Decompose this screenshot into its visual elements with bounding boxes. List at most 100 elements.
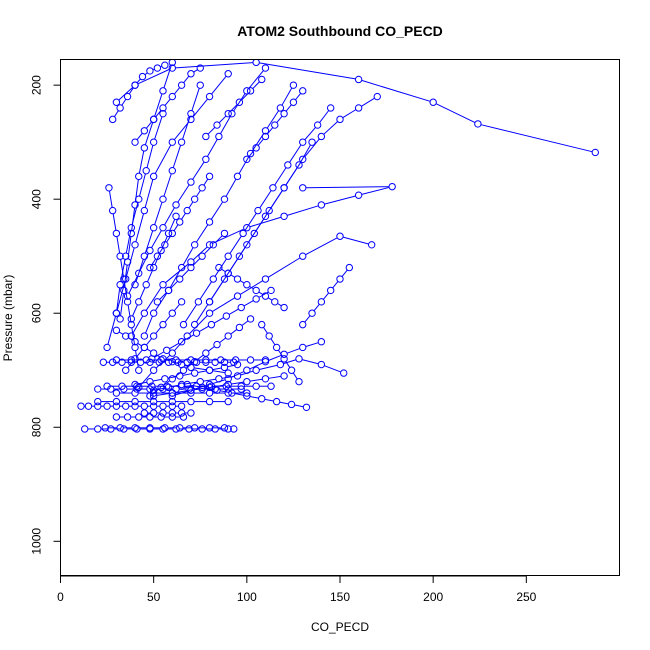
data-point [220,275,229,283]
series-segment [131,327,136,345]
data-point [326,104,335,112]
data-point [230,425,238,433]
series-segment [144,179,154,208]
data-point [148,355,156,363]
series-segment [220,390,229,393]
data-point [135,269,143,278]
series-segment [193,69,198,73]
data-point [222,382,231,390]
series-segment [181,212,186,220]
series-segment [259,190,272,209]
series-segment [154,116,163,140]
series-segment [169,270,181,288]
series-segment [240,235,253,254]
data-point [108,206,117,215]
series-segment [361,97,375,107]
data-point [179,366,188,374]
data-point [177,263,186,272]
series-segment [212,228,245,244]
data-point [233,292,242,300]
series-38 [108,61,169,124]
data-point [183,206,191,215]
series-24 [77,402,186,410]
data-point [187,263,195,272]
x-tick-label: 50 [147,590,161,604]
series-segment [184,381,198,385]
data-point [235,323,244,332]
data-point [135,366,143,374]
series-segment [108,190,113,208]
series-segment [301,359,319,365]
data-point [207,320,216,329]
series-segment [151,258,157,266]
series-14 [105,184,143,374]
series-segment [264,398,274,402]
series-segment [154,292,168,311]
series-segment [132,304,138,317]
data-point [187,386,195,394]
data-point [190,369,199,377]
x-tick-label: 200 [423,590,443,604]
series-segment [249,378,263,382]
data-point [205,92,214,101]
data-point [205,218,214,226]
series-segment [221,268,226,273]
series-segment [154,351,165,358]
data-point [243,392,251,400]
data-point [153,64,162,72]
series-segment [182,116,191,140]
data-point [161,375,169,383]
data-point [187,356,195,364]
series-16 [243,87,307,163]
series-35 [131,64,204,146]
data-point [217,356,225,364]
series-1 [127,182,396,340]
y-tick-label: 600 [30,303,44,323]
series-segment [203,178,209,186]
series-segment [127,360,134,369]
series-6 [103,70,232,352]
data-point [205,383,214,392]
series-segment [128,275,138,294]
data-point [202,155,210,163]
data-point [261,132,270,141]
data-point [177,298,186,306]
data-point [313,121,322,129]
series-42 [153,229,229,306]
series-segment [184,334,194,341]
data-point [157,356,165,364]
data-point [340,369,348,377]
data-point [228,389,236,397]
data-point [116,281,124,289]
data-point [205,298,214,306]
series-segment [189,315,208,335]
data-point [205,389,214,397]
series-segment [125,230,132,254]
data-point [213,121,221,129]
series-29 [101,424,229,432]
series-0 [112,59,599,157]
y-axis: 200 400 600 800 1000 [30,75,61,555]
data-point [252,382,260,390]
series-segment [181,269,190,278]
x-axis-label: CO_PECD [311,620,369,634]
data-point [177,81,186,89]
series-segment [175,62,253,69]
series-segment [289,144,302,163]
series-segment [145,287,162,311]
data-point [224,389,232,397]
data-point [135,413,143,421]
series-segment [304,138,320,158]
data-point [168,309,177,317]
data-point [233,172,242,181]
data-point [271,298,279,306]
data-point [215,263,223,272]
data-point [135,298,143,306]
data-point [202,358,210,366]
data-point [246,149,255,158]
data-point [187,178,195,186]
series-segment [259,62,356,80]
data-point [272,343,281,352]
series-segment [163,380,171,386]
data-point [252,59,260,67]
